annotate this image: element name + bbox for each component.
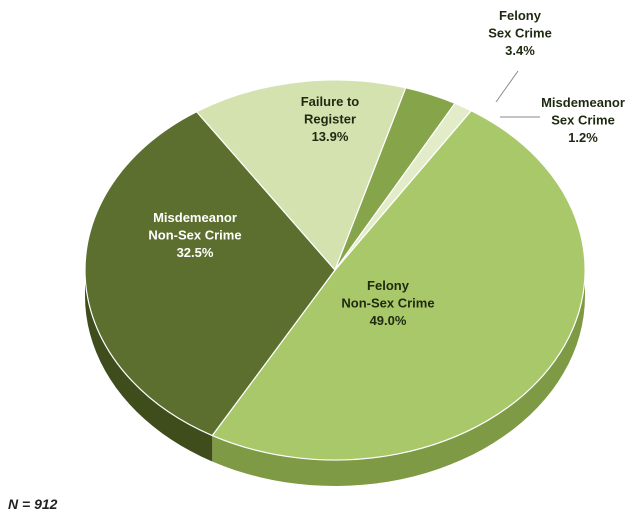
slice-label-2: Failure to Register 13.9% <box>301 94 360 144</box>
pie-slice-2 <box>195 79 407 272</box>
slice-label-1: Misdemeanor Non-Sex Crime 32.5% <box>148 210 241 260</box>
pie-slice-4 <box>334 102 473 271</box>
slice-label-4: Misdemeanor Sex Crime 1.2% <box>541 95 625 145</box>
slice-label-3: Felony Sex Crime 3.4% <box>488 8 552 58</box>
pie-top-layer <box>84 79 586 461</box>
slice-label-line: Non-Sex Crime <box>341 296 434 311</box>
slice-label-line: 13.9% <box>312 129 349 144</box>
pie-side-layer <box>85 270 585 486</box>
pie-labels: Felony Non-Sex Crime 49.0% Misdemeanor Non-S… <box>148 8 625 328</box>
pie-leader-lines <box>495 70 540 118</box>
pie-slice-1 <box>84 110 336 437</box>
slice-label-line: Non-Sex Crime <box>148 228 241 243</box>
slice-label-line: Register <box>304 112 356 127</box>
slice-label-line: 49.0% <box>370 313 407 328</box>
slice-label-line: Misdemeanor <box>153 210 237 225</box>
slice-label-line: Sex Crime <box>551 113 615 128</box>
slice-label-line: Felony <box>367 278 410 293</box>
slice-label-line: 1.2% <box>568 130 598 145</box>
slice-label-line: Failure to <box>301 94 360 109</box>
slice-label-0: Felony Non-Sex Crime 49.0% <box>341 278 434 328</box>
slice-label-line: Misdemeanor <box>541 95 625 110</box>
slice-label-line: 3.4% <box>505 43 535 58</box>
slice-label-line: Sex Crime <box>488 26 552 41</box>
leader-line-3 <box>495 70 519 103</box>
slice-label-line: 32.5% <box>177 245 214 260</box>
sample-size-note: N = 912 <box>8 496 58 512</box>
pie-slice-side-0 <box>212 270 585 486</box>
pie-slice-0 <box>211 109 586 461</box>
slice-label-line: Felony <box>499 8 542 23</box>
pie-slice-side-1 <box>85 270 213 462</box>
